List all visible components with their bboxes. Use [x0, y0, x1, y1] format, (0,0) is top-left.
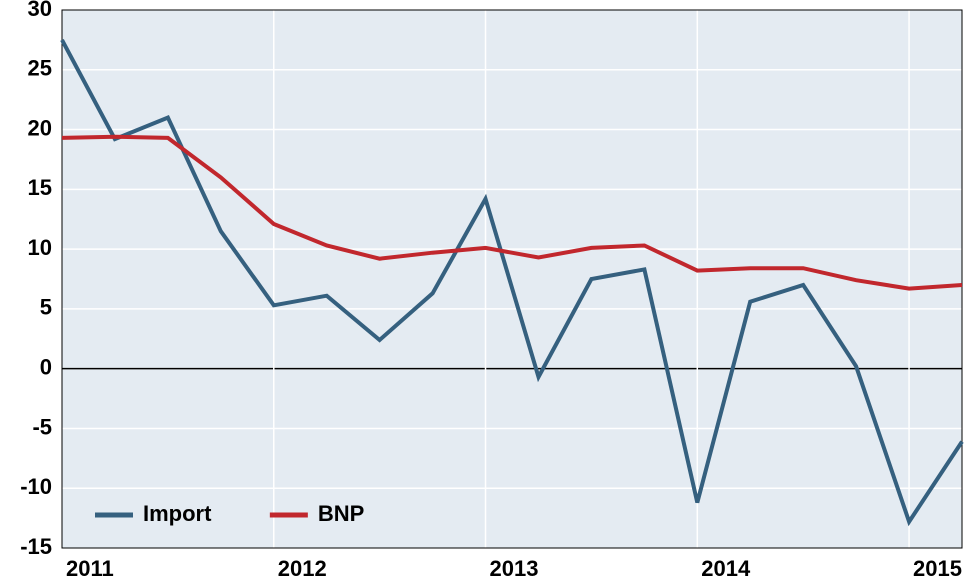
y-tick-label: 10	[28, 235, 52, 260]
x-tick-label: 2012	[278, 556, 327, 581]
legend-label-bnp: BNP	[318, 501, 364, 526]
y-tick-label: 25	[28, 56, 52, 81]
y-tick-label: 0	[40, 354, 52, 379]
plot-background	[62, 10, 962, 548]
legend-swatch-bnp	[270, 513, 308, 518]
y-tick-label: -5	[32, 414, 52, 439]
y-tick-label: 15	[28, 175, 52, 200]
y-tick-label: 5	[40, 295, 52, 320]
y-tick-label: 30	[28, 0, 52, 21]
line-chart: -15 -10 -5 0 5 10 15 20 25 30 2011 2012 2013 2014 2015…	[0, 0, 973, 587]
x-tick-label: 2013	[490, 556, 539, 581]
legend-swatch-import	[95, 513, 133, 518]
chart-svg: -15 -10 -5 0 5 10 15 20 25 30 2011 2012 2013 2014 2015…	[0, 0, 973, 587]
y-tick-label: 20	[28, 115, 52, 140]
legend-label-import: Import	[143, 501, 212, 526]
y-tick-label: -10	[20, 474, 52, 499]
y-tick-label: -15	[20, 534, 52, 559]
x-tick-label: 2015	[913, 556, 962, 581]
x-tick-label: 2014	[701, 556, 751, 581]
x-tick-label: 2011	[66, 556, 114, 581]
